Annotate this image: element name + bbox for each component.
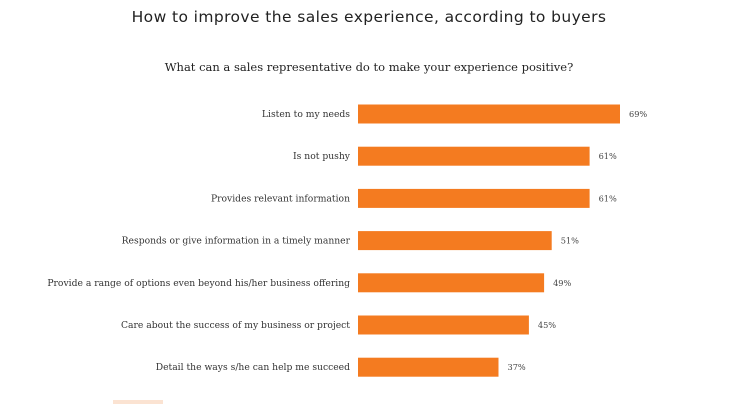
value-label: 49% [553, 278, 571, 288]
value-label: 45% [538, 320, 556, 330]
value-label: 61% [599, 151, 617, 161]
category-label: Provide a range of options even beyond h… [47, 278, 350, 289]
value-label: 61% [599, 193, 617, 203]
decorative-footer-mark [113, 400, 163, 404]
category-label: Responds or give information in a timely… [122, 236, 351, 247]
value-label: 37% [508, 362, 526, 372]
category-label: Provides relevant information [211, 193, 350, 204]
category-label: Listen to my needs [262, 109, 350, 120]
value-label: 51% [561, 236, 579, 246]
bar [358, 231, 552, 251]
category-label: Is not pushy [293, 151, 351, 162]
bar [358, 357, 499, 377]
category-label: Care about the success of my business or… [121, 320, 350, 331]
bar [358, 146, 590, 166]
bar [358, 188, 590, 208]
value-label: 69% [629, 109, 647, 119]
category-label: Detail the ways s/he can help me succeed [156, 362, 350, 373]
bar [358, 104, 620, 124]
bar [358, 273, 545, 293]
chart-subtitle: What can a sales representative do to ma… [164, 60, 574, 74]
chart-title: How to improve the sales experience, acc… [131, 8, 607, 26]
bar [358, 315, 529, 335]
